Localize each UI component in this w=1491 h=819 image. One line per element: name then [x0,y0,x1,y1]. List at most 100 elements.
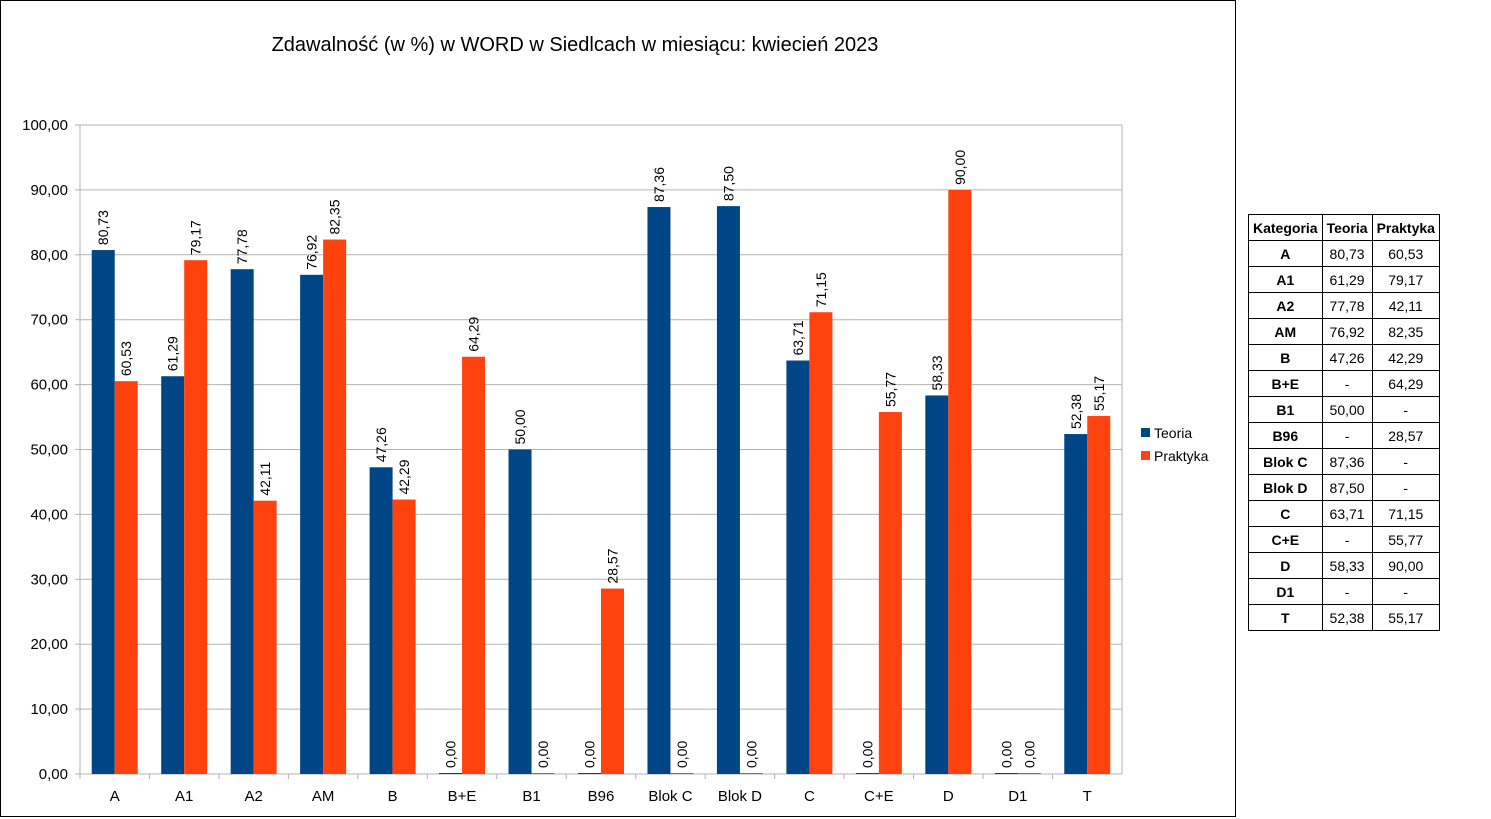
y-tick-label: 40,00 [30,506,68,523]
legend-label: Teoria [1154,425,1192,441]
bar-teoria [1064,434,1088,774]
x-tick-label: AM [312,788,335,805]
data-label: 77,78 [234,229,250,264]
table-cell-praktyka: 60,53 [1371,240,1440,267]
table-cell-praktyka: 82,35 [1371,318,1440,345]
bar-praktyka [878,412,902,774]
x-tick-label: C+E [864,788,894,805]
table-cell-kategoria: B96 [1248,422,1323,449]
bar-praktyka [809,312,833,774]
table-cell-kategoria: A1 [1248,266,1323,293]
table-cell-praktyka: 55,77 [1371,526,1440,553]
y-tick-label: 20,00 [30,636,68,653]
table-cell-teoria: 50,00 [1321,396,1373,423]
data-label: 0,00 [582,741,598,768]
table-cell-praktyka: 90,00 [1371,552,1440,579]
data-label: 87,36 [651,167,667,202]
data-label: 47,26 [373,427,389,462]
table-cell-praktyka: 64,29 [1371,370,1440,397]
table-cell-kategoria: D [1248,552,1323,579]
x-tick-label: B [388,788,398,805]
table-header-row: Kategoria Teoria Praktyka [1248,214,1440,241]
bar-praktyka [323,239,347,775]
y-tick-label: 30,00 [30,571,68,588]
data-label: 0,00 [535,741,551,768]
x-tick-label: B96 [588,788,615,805]
table-cell-teoria: 52,38 [1321,604,1373,631]
table-cell-kategoria: B [1248,344,1323,371]
table-row: T 52,38 55,17 [1248,604,1440,631]
data-label: 42,11 [257,461,273,495]
bar-teoria [994,773,1018,774]
bar-chart: Zdawalność (w %) w WORD w Siedlcach w mi… [22,34,1209,805]
table-cell-praktyka: 79,17 [1371,266,1440,293]
bar-teoria [300,274,324,774]
table-cell-teoria: - [1321,526,1373,553]
x-tick-label: D [943,788,954,805]
data-label: 0,00 [998,741,1014,768]
table-cell-kategoria: Blok C [1248,448,1323,475]
table-row: D 58,33 90,00 [1248,552,1440,579]
chart-title: Zdawalność (w %) w WORD w Siedlcach w mi… [272,34,879,56]
x-tick-label: Blok C [648,788,692,805]
data-label: 76,92 [304,235,320,270]
data-label: 0,00 [859,741,875,768]
table-cell-kategoria: D1 [1248,578,1323,605]
y-tick-label: 70,00 [30,312,68,329]
x-tick-label: A [110,788,120,805]
bar-praktyka [1017,773,1041,774]
table-cell-teoria: 61,29 [1321,266,1373,293]
table-row: A1 61,29 79,17 [1248,266,1440,293]
data-label: 28,57 [605,548,621,583]
bar-praktyka [253,500,277,774]
data-label: 0,00 [674,741,690,768]
data-label: 58,33 [929,355,945,390]
x-tick-label: C [804,788,815,805]
table-cell-kategoria: A2 [1248,292,1323,319]
bar-teoria [855,773,879,774]
table-cell-praktyka: - [1371,578,1440,605]
table-row: B1 50,00- [1248,396,1440,423]
table-cell-praktyka: - [1371,396,1440,423]
legend-swatch [1141,451,1150,460]
table-cell-kategoria: B1 [1248,396,1323,423]
data-table: Kategoria Teoria Praktyka A 80,73 60,53 A1 6… [1248,214,1440,631]
header-praktyka: Praktyka [1371,214,1440,241]
table-row: B+E -64,29 [1248,370,1440,397]
data-label: 80,73 [95,210,111,245]
table-cell-teoria: 77,78 [1321,292,1373,319]
bar-teoria [161,376,185,774]
bar-praktyka [948,189,972,774]
table-cell-teoria: - [1321,422,1373,449]
bar-teoria [230,269,254,774]
table-cell-kategoria: A [1248,240,1323,267]
table-cell-teoria: 47,26 [1321,344,1373,371]
table-cell-teoria: 87,50 [1321,474,1373,501]
table-cell-teoria: 76,92 [1321,318,1373,345]
table-cell-kategoria: C+E [1248,526,1323,553]
table-row: Blok D 87,50- [1248,474,1440,501]
legend-label: Praktyka [1154,448,1209,464]
y-tick-label: 90,00 [30,182,68,199]
data-label: 71,15 [813,272,829,307]
header-teoria: Teoria [1321,214,1373,241]
bar-teoria [91,250,115,774]
data-label: 61,29 [165,336,181,371]
data-label: 64,29 [466,317,482,352]
x-tick-label: B1 [522,788,540,805]
table-cell-kategoria: T [1248,604,1323,631]
bar-teoria [786,360,810,774]
table-row: A 80,73 60,53 [1248,240,1440,267]
data-label: 0,00 [443,741,459,768]
bar-teoria [369,467,393,774]
table-cell-praktyka: - [1371,448,1440,475]
table-row: C+E -55,77 [1248,526,1440,553]
data-label: 63,71 [790,320,806,355]
data-label: 50,00 [512,409,528,444]
table-cell-kategoria: B+E [1248,370,1323,397]
data-label: 52,38 [1068,394,1084,429]
table-cell-praktyka: 42,11 [1371,292,1440,319]
data-label: 55,17 [1091,376,1107,411]
bar-praktyka [184,260,208,774]
table-cell-kategoria: Blok D [1248,474,1323,501]
